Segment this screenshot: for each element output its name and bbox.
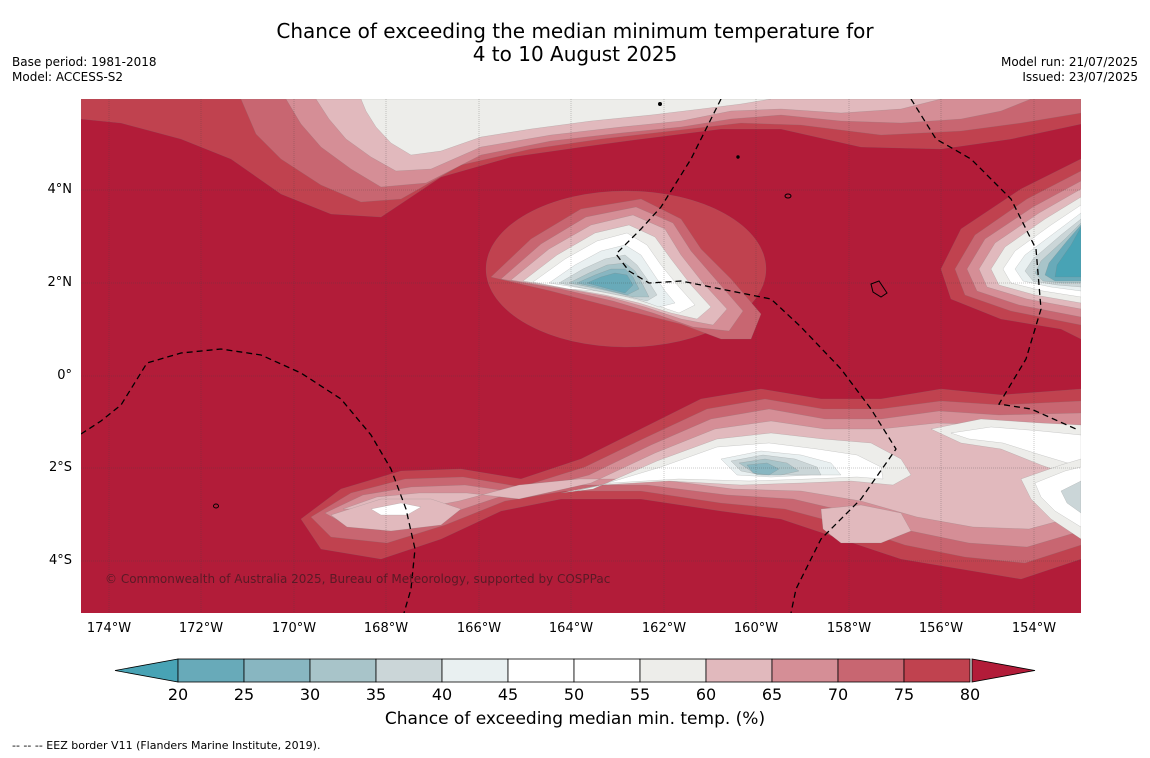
colorbar-tick-40: 40 (431, 685, 453, 704)
colorbar-tick-35: 35 (365, 685, 387, 704)
model-label: Model: ACCESS-S2 (12, 70, 124, 84)
south-band-contours (300, 388, 1081, 580)
lon-tick-154w: 154°W (1011, 621, 1057, 636)
colorbar (114, 658, 1036, 683)
lon-tick-172w: 172°W (178, 621, 224, 636)
colorbar-swatch (903, 658, 971, 683)
lon-tick-162w: 162°W (641, 621, 687, 636)
eez-border-footnote: -- -- -- EEZ border V11 (Flanders Marine… (12, 739, 321, 752)
lat-tick-2n: 2°N (47, 275, 73, 290)
lon-tick-174w: 174°W (86, 621, 132, 636)
colorbar-under-arrow (114, 658, 179, 683)
colorbar-tick-75: 75 (893, 685, 915, 704)
colorbar-swatches (177, 658, 971, 683)
colorbar-tick-70: 70 (827, 685, 849, 704)
map-canvas: © Commonwealth of Australia 2025, Bureau… (81, 99, 1081, 613)
colorbar-label: Chance of exceeding median min. temp. (%… (384, 709, 766, 729)
colorbar-swatch (243, 658, 311, 683)
colorbar-tick-65: 65 (761, 685, 783, 704)
lon-tick-170w: 170°W (271, 621, 317, 636)
lat-tick-4s: 4°S (48, 553, 72, 568)
colorbar-tick-25: 25 (233, 685, 255, 704)
colorbar-swatch (705, 658, 773, 683)
lon-tick-158w: 158°W (826, 621, 872, 636)
colorbar-tick-50: 50 (563, 685, 585, 704)
colorbar-over-arrow (971, 658, 1036, 683)
colorbar-tick-55: 55 (629, 685, 651, 704)
colorbar-swatch (507, 658, 575, 683)
base-period-label: Base period: 1981-2018 (12, 55, 157, 69)
issued-label: Issued: 23/07/2025 (1022, 70, 1138, 84)
colorbar-swatch (639, 658, 707, 683)
eez-borders (81, 99, 1077, 613)
colorbar-tick-20: 20 (167, 685, 189, 704)
colorbar-tick-45: 45 (497, 685, 519, 704)
colorbar-swatch (573, 658, 641, 683)
lon-tick-156w: 156°W (918, 621, 964, 636)
lat-tick-0: 0° (57, 368, 72, 383)
colorbar-swatch (309, 658, 377, 683)
colorbar-tick-30: 30 (299, 685, 321, 704)
lon-tick-160w: 160°W (733, 621, 779, 636)
colorbar-tick-60: 60 (695, 685, 717, 704)
colorbar-swatch (837, 658, 905, 683)
map-title-line-2: 4 to 10 August 2025 (472, 42, 678, 66)
colorbar-swatch (177, 658, 245, 683)
cool-pool-northeast (940, 158, 1081, 340)
colorbar-tick-80: 80 (959, 685, 981, 704)
model-run-label: Model run: 21/07/2025 (1000, 55, 1138, 69)
lon-tick-164w: 164°W (548, 621, 594, 636)
map-title-line-1: Chance of exceeding the median minimum t… (276, 19, 874, 43)
map-copyright-text: © Commonwealth of Australia 2025, Bureau… (105, 572, 610, 586)
lat-tick-4n: 4°N (47, 182, 73, 197)
colorbar-swatch (441, 658, 509, 683)
lon-tick-168w: 168°W (363, 621, 409, 636)
north-band-contours (81, 99, 1081, 218)
colorbar-swatch (375, 658, 443, 683)
lat-tick-2s: 2°S (48, 460, 72, 475)
forecast-map[interactable]: © Commonwealth of Australia 2025, Bureau… (81, 99, 1081, 613)
lon-tick-166w: 166°W (456, 621, 502, 636)
island-outlines (213, 102, 888, 509)
graticule (81, 99, 1081, 613)
cool-pool-north (485, 190, 767, 348)
colorbar-swatch (771, 658, 839, 683)
